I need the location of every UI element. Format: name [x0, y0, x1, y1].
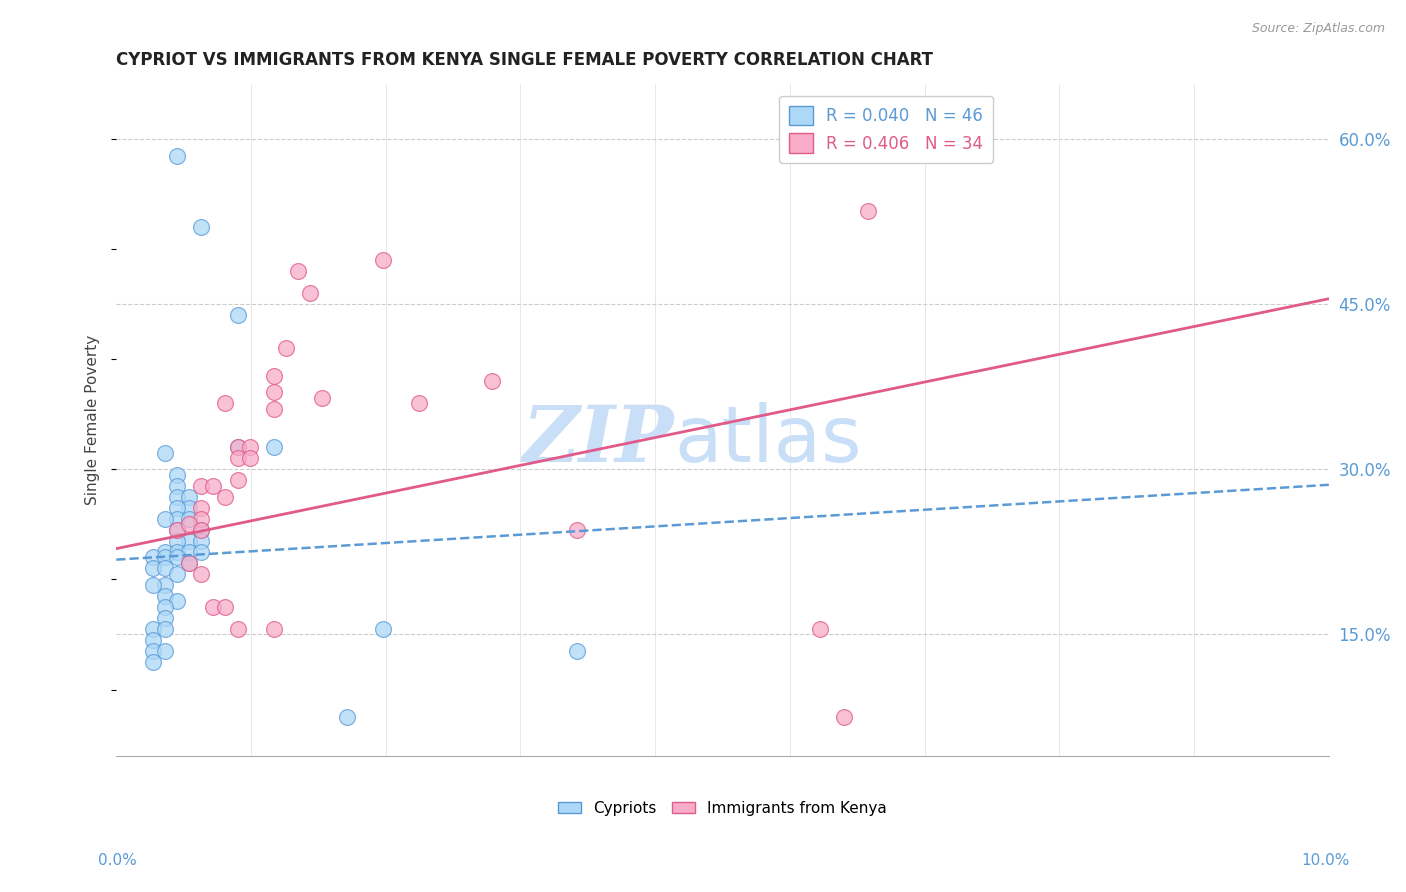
Point: [166, 500, 188, 515]
Point: [190, 500, 212, 515]
Point: [274, 341, 297, 355]
Point: [565, 523, 588, 537]
Text: 0.0%: 0.0%: [98, 854, 138, 868]
Point: [177, 533, 200, 548]
Point: [153, 644, 176, 658]
Point: [190, 220, 212, 235]
Point: [832, 710, 855, 724]
Point: [166, 523, 188, 537]
Point: [565, 644, 588, 658]
Point: [408, 396, 430, 410]
Point: [153, 550, 176, 565]
Point: [336, 710, 359, 724]
Text: ZIP: ZIP: [523, 401, 673, 478]
Point: [190, 523, 212, 537]
Point: [190, 523, 212, 537]
Point: [166, 512, 188, 526]
Text: 10.0%: 10.0%: [1302, 854, 1350, 868]
Point: [239, 441, 262, 455]
Point: [202, 479, 225, 493]
Point: [190, 545, 212, 559]
Point: [166, 566, 188, 581]
Point: [142, 578, 165, 592]
Point: [856, 203, 879, 218]
Point: [263, 368, 285, 383]
Point: [239, 451, 262, 466]
Point: [153, 589, 176, 603]
Point: [166, 479, 188, 493]
Point: [153, 545, 176, 559]
Point: [190, 533, 212, 548]
Point: [202, 599, 225, 614]
Point: [263, 385, 285, 400]
Point: [177, 512, 200, 526]
Point: [153, 611, 176, 625]
Point: [142, 561, 165, 575]
Point: [153, 446, 176, 460]
Point: [190, 479, 212, 493]
Point: [166, 490, 188, 504]
Point: [226, 441, 249, 455]
Point: [226, 451, 249, 466]
Text: atlas: atlas: [673, 402, 862, 478]
Point: [226, 441, 249, 455]
Point: [166, 467, 188, 482]
Point: [177, 545, 200, 559]
Point: [166, 545, 188, 559]
Point: [153, 561, 176, 575]
Point: [166, 594, 188, 608]
Point: [177, 490, 200, 504]
Point: [153, 578, 176, 592]
Point: [142, 550, 165, 565]
Point: [190, 512, 212, 526]
Text: CYPRIOT VS IMMIGRANTS FROM KENYA SINGLE FEMALE POVERTY CORRELATION CHART: CYPRIOT VS IMMIGRANTS FROM KENYA SINGLE …: [117, 51, 934, 69]
Point: [371, 253, 394, 268]
Point: [311, 391, 333, 405]
Point: [808, 622, 831, 636]
Point: [177, 500, 200, 515]
Point: [226, 474, 249, 488]
Point: [153, 512, 176, 526]
Point: [177, 556, 200, 570]
Point: [226, 308, 249, 322]
Point: [214, 599, 236, 614]
Point: [263, 441, 285, 455]
Point: [263, 622, 285, 636]
Point: [299, 286, 322, 301]
Point: [177, 556, 200, 570]
Point: [226, 622, 249, 636]
Legend: Cypriots, Immigrants from Kenya: Cypriots, Immigrants from Kenya: [553, 795, 893, 822]
Point: [287, 264, 309, 278]
Point: [166, 550, 188, 565]
Point: [481, 374, 503, 388]
Point: [142, 644, 165, 658]
Point: [190, 566, 212, 581]
Point: [166, 149, 188, 163]
Point: [371, 622, 394, 636]
Point: [166, 533, 188, 548]
Point: [153, 599, 176, 614]
Point: [214, 490, 236, 504]
Point: [177, 517, 200, 532]
Point: [166, 523, 188, 537]
Point: [142, 655, 165, 669]
Y-axis label: Single Female Poverty: Single Female Poverty: [86, 334, 100, 505]
Text: Source: ZipAtlas.com: Source: ZipAtlas.com: [1251, 22, 1385, 36]
Point: [142, 632, 165, 647]
Point: [263, 401, 285, 416]
Point: [142, 622, 165, 636]
Point: [214, 396, 236, 410]
Point: [153, 622, 176, 636]
